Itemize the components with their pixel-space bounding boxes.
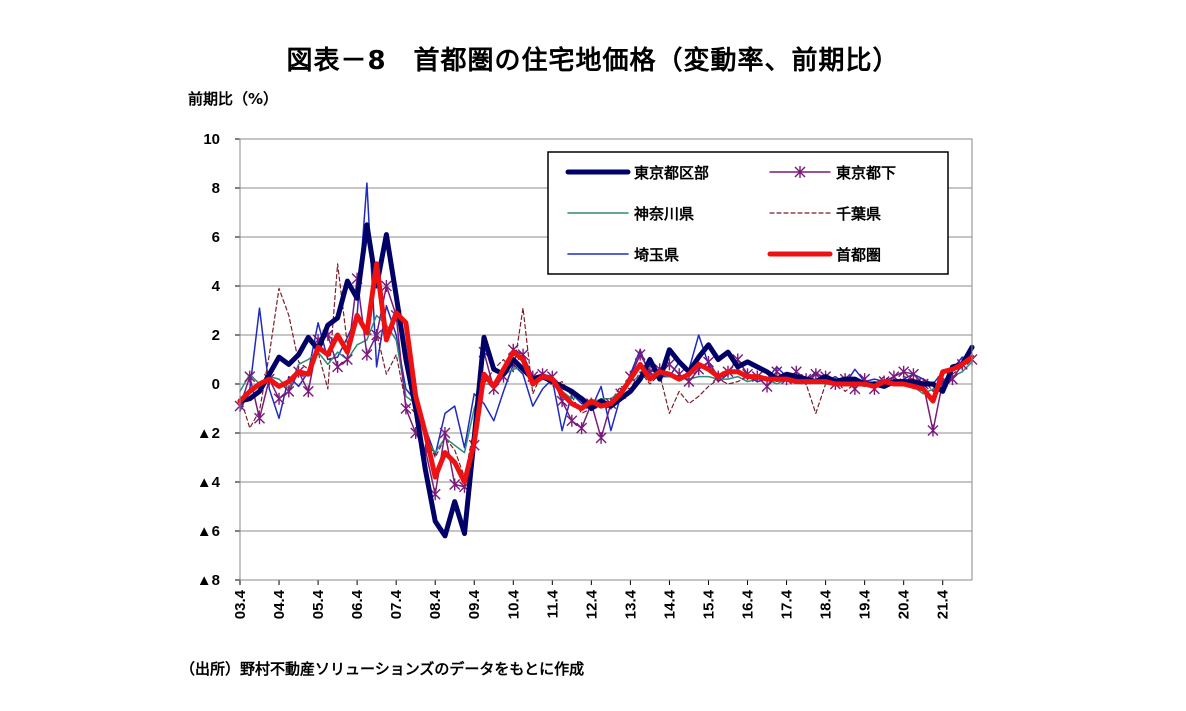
x-axis-ticks: 03.4 04.4 05.4 06.4 07.4 08.4 09.4 10.4 11.4 12.4… — [232, 580, 952, 619]
x-tick-label: 03.4 — [232, 589, 249, 619]
series-line — [237, 261, 975, 485]
x-tick-label: 19.4 — [857, 589, 874, 619]
series-lines — [234, 182, 978, 539]
y-tick-label: 4 — [212, 278, 221, 295]
x-tick-label: 07.4 — [388, 589, 405, 619]
legend-marker — [794, 166, 806, 178]
chart-title: 図表－8 首都圏の住宅地価格（変動率、前期比） — [286, 46, 900, 76]
x-tick-label: 13.4 — [622, 589, 639, 619]
legend-label: 東京都下 — [836, 164, 896, 182]
x-tick-label: 06.4 — [349, 589, 366, 619]
data-point-marker — [244, 370, 256, 383]
data-point-marker — [898, 365, 910, 378]
data-point-marker — [273, 392, 285, 405]
data-point-marker — [761, 380, 773, 393]
y-axis-unit-label: 前期比（%） — [188, 90, 279, 108]
x-tick-label: 08.4 — [427, 589, 444, 619]
data-point-marker — [302, 385, 314, 398]
y-tick-label: 6 — [212, 229, 220, 246]
data-point-marker — [380, 280, 392, 292]
y-tick-label: 10 — [203, 131, 220, 148]
y-axis-ticks: 10 8 6 4 2 0 ▲2 ▲4 ▲6 ▲8 — [197, 131, 240, 589]
source-note: （出所）野村不動産ソリューションズのデータをもとに作成 — [180, 660, 585, 678]
x-tick-label: 17.4 — [779, 589, 796, 619]
data-point-marker — [595, 431, 607, 444]
y-tick-label: 2 — [212, 327, 220, 344]
y-tick-label: 0 — [212, 376, 220, 393]
legend-label: 埼玉県 — [634, 246, 679, 264]
data-point-marker — [371, 329, 383, 341]
data-point-marker — [576, 422, 588, 435]
x-tick-label: 21.4 — [935, 589, 952, 619]
plot-area-frame — [239, 138, 973, 581]
x-tick-label: 20.4 — [896, 589, 913, 619]
data-point-marker — [907, 368, 919, 381]
x-tick-label: 15.4 — [700, 589, 717, 619]
data-point-marker — [439, 427, 451, 439]
x-tick-label: 10.4 — [505, 589, 522, 619]
x-tick-label: 09.4 — [466, 589, 483, 619]
x-tick-label: 05.4 — [310, 589, 327, 619]
x-tick-label: 12.4 — [583, 589, 600, 619]
x-tick-label: 04.4 — [271, 589, 288, 619]
y-tick-label: ▲8 — [197, 572, 220, 589]
y-tick-label: ▲6 — [197, 523, 220, 540]
data-point-marker — [341, 353, 353, 366]
data-point-marker — [361, 348, 373, 361]
data-point-marker — [634, 348, 646, 361]
legend-label: 首都圏 — [836, 246, 881, 264]
data-point-marker — [254, 412, 266, 425]
legend-label: 千葉県 — [836, 205, 881, 223]
data-point-marker — [927, 424, 939, 437]
data-point-marker — [400, 402, 412, 415]
series-line — [239, 263, 973, 478]
y-tick-label: ▲4 — [197, 474, 221, 491]
x-tick-label: 11.4 — [544, 589, 561, 618]
x-tick-label: 14.4 — [661, 589, 678, 619]
legend-label: 神奈川県 — [634, 205, 694, 223]
x-tick-label: 18.4 — [818, 589, 835, 619]
x-tick-label: 16.4 — [740, 589, 757, 619]
data-point-marker — [566, 414, 578, 427]
y-tick-label: 8 — [212, 180, 220, 197]
data-point-marker — [332, 360, 344, 373]
data-point-marker — [449, 478, 461, 491]
y-tick-label: ▲2 — [197, 425, 220, 442]
legend-label: 東京都区部 — [634, 164, 709, 182]
data-point-marker — [283, 385, 295, 398]
